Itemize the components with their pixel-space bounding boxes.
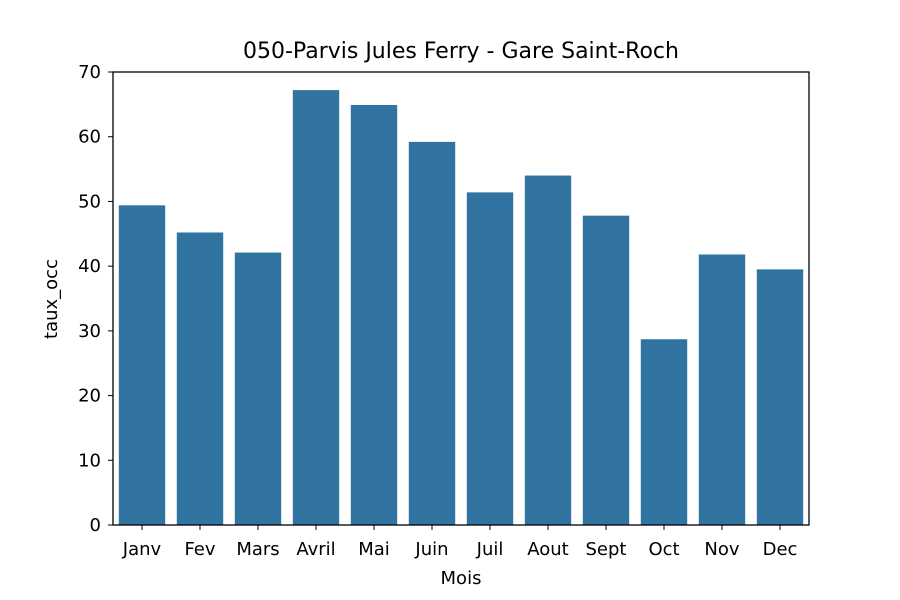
y-tick-label: 10: [78, 450, 101, 471]
x-tick-label: Oct: [648, 539, 679, 560]
x-tick-label: Dec: [763, 539, 798, 560]
bar-nov: [698, 254, 746, 526]
bar-avril: [292, 90, 340, 526]
x-tick-label: Avril: [296, 539, 335, 560]
plot-frame: [112, 71, 810, 526]
y-tick-label: 60: [78, 127, 101, 148]
x-tick-label: Aout: [527, 539, 568, 560]
bar-oct: [640, 339, 688, 525]
x-tick-label: Fev: [184, 539, 215, 560]
x-tick-label: Janv: [122, 539, 162, 560]
x-tick-label: Juil: [476, 539, 504, 560]
y-tick-label: 0: [90, 515, 101, 536]
bar-aout: [524, 175, 572, 526]
x-tick-label: Juin: [414, 539, 448, 560]
bar-dec: [756, 269, 804, 525]
y-tick-label: 40: [78, 256, 101, 277]
bar-fev: [176, 232, 224, 526]
bars-group: [118, 90, 804, 526]
x-axis-label: Mois: [441, 568, 482, 589]
y-axis: 0 10 20 30 40 50 60 70: [78, 62, 113, 536]
x-tick-label: Nov: [704, 539, 739, 560]
x-axis: Janv Fev Mars Avril Mai Juin Juil Aout Sept Oct No…: [122, 525, 798, 560]
y-axis-label: taux_occ: [41, 259, 62, 339]
bar-mai: [350, 105, 398, 525]
bar-juin: [408, 141, 456, 525]
x-tick-label: Mai: [358, 539, 390, 560]
chart-title: 050-Parvis Jules Ferry - Gare Saint-Roch: [243, 39, 679, 64]
bar-sept: [582, 215, 630, 526]
y-tick-label: 30: [78, 321, 101, 342]
bar-janv: [118, 205, 166, 525]
bar-mars: [234, 252, 282, 526]
y-tick-label: 70: [78, 62, 101, 83]
bar-juil: [466, 192, 514, 525]
x-tick-label: Sept: [586, 539, 627, 560]
y-tick-label: 50: [78, 191, 101, 212]
y-tick-label: 20: [78, 386, 101, 407]
x-tick-label: Mars: [236, 539, 279, 560]
